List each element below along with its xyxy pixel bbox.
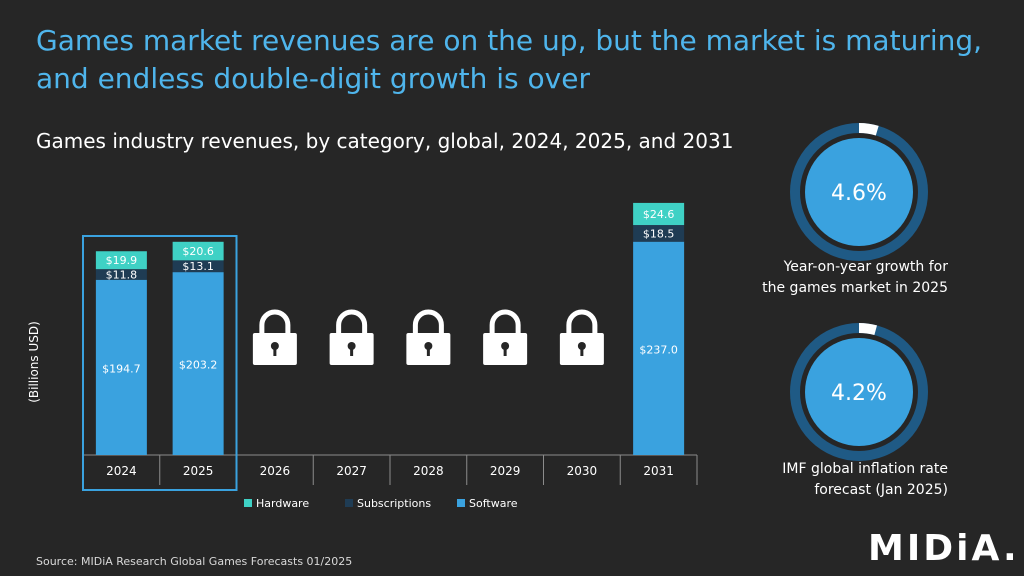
data-label: $24.6 — [643, 208, 675, 221]
kpi-ring: 4.6% — [790, 123, 928, 261]
data-label: $11.8 — [106, 268, 138, 281]
ring-label-line: the games market in 2025 — [762, 280, 948, 296]
highlight-frame — [82, 235, 238, 491]
headline: Games market revenues are on the up, but… — [36, 24, 983, 95]
legend-swatch — [457, 499, 465, 507]
ring-progress — [790, 123, 928, 261]
legend-item: Software — [457, 497, 518, 510]
lock-keyhole-slot — [580, 347, 584, 356]
legend-swatch — [244, 499, 252, 507]
data-label: $194.7 — [102, 362, 141, 375]
bar-segment — [95, 279, 147, 455]
lock-keyhole — [424, 342, 433, 350]
x-tick-label: 2028 — [413, 464, 444, 478]
lock-shackle — [259, 309, 291, 334]
lock-icon — [406, 309, 451, 365]
x-tick-label: 2029 — [490, 464, 521, 478]
midia-logo: MIDiA. — [868, 528, 1020, 569]
legend-item: Hardware — [244, 497, 309, 510]
ring-label-line: Year-on-year growth for — [783, 259, 948, 275]
data-label: $237.0 — [639, 343, 678, 356]
lock-icon — [483, 309, 528, 365]
ring-fill — [805, 138, 913, 246]
bar-segment — [172, 241, 224, 261]
x-tick-label: 2024 — [106, 464, 137, 478]
bar-segment — [633, 225, 685, 242]
lock-shackle — [489, 309, 521, 334]
lock-icon — [252, 309, 297, 365]
lock-shackle — [412, 309, 444, 334]
ring-fill — [805, 338, 913, 446]
lock-keyhole — [501, 342, 510, 350]
chart-title: Games industry revenues, by category, gl… — [36, 129, 734, 153]
kpi-ring: 4.2% — [790, 323, 928, 461]
x-tick-label: 2030 — [567, 464, 598, 478]
data-label: $19.9 — [106, 254, 138, 267]
data-label: $203.2 — [179, 359, 218, 372]
lock-shackle — [336, 309, 368, 334]
ring-label-growth: Year-on-year growth for the games market… — [728, 257, 948, 299]
legend-item: Subscriptions — [345, 497, 431, 510]
legend-label: Software — [469, 497, 518, 510]
lock-keyhole-slot — [503, 347, 507, 356]
x-tick-label: 2025 — [183, 464, 214, 478]
lock-keyhole-slot — [273, 347, 277, 356]
bar-segment — [633, 202, 685, 226]
ring-label-line: IMF global inflation rate — [782, 461, 948, 477]
bar-segment — [95, 251, 147, 270]
data-label: $18.5 — [643, 227, 675, 240]
bar-segment — [172, 272, 224, 455]
ring-value: 4.6% — [831, 181, 887, 206]
legend-label: Subscriptions — [357, 497, 431, 510]
data-label: $13.1 — [182, 260, 214, 273]
y-axis-label: (Billions USD) — [27, 321, 41, 403]
legend-swatch — [345, 499, 353, 507]
source-note: Source: MIDiA Research Global Games Fore… — [36, 555, 353, 568]
legend-label: Hardware — [256, 497, 309, 510]
lock-keyhole — [347, 342, 356, 350]
lock-icon — [329, 309, 374, 365]
data-label: $20.6 — [182, 245, 214, 258]
lock-keyhole-slot — [350, 347, 354, 356]
ring-label-line: forecast (Jan 2025) — [814, 482, 948, 498]
lock-shackle — [566, 309, 598, 334]
lock-icon — [559, 309, 604, 365]
ring-label-inflation: IMF global inflation rate forecast (Jan … — [728, 459, 948, 501]
x-tick-label: 2027 — [336, 464, 367, 478]
bar-segment — [172, 260, 224, 273]
lock-keyhole-slot — [426, 347, 430, 356]
bar-segment — [633, 241, 685, 455]
x-tick-label: 2026 — [260, 464, 291, 478]
bar-segment — [95, 269, 147, 280]
lock-keyhole — [577, 342, 586, 350]
ring-value: 4.2% — [831, 381, 887, 406]
x-tick-label: 2031 — [643, 464, 674, 478]
lock-keyhole — [270, 342, 279, 350]
ring-progress — [790, 323, 928, 461]
